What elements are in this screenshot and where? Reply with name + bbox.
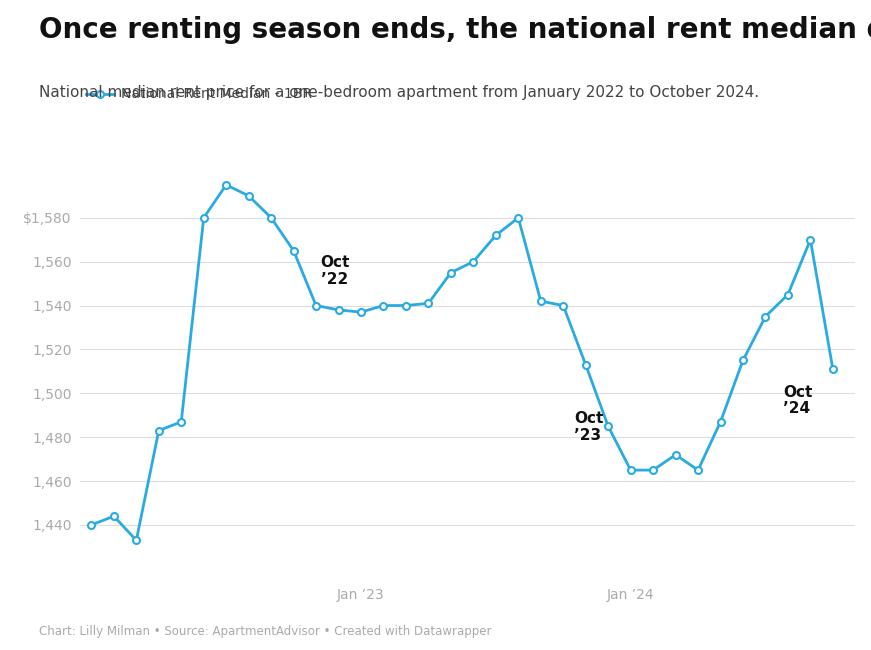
- Text: Oct
’23: Oct ’23: [575, 411, 604, 443]
- Text: Chart: Lilly Milman • Source: ApartmentAdvisor • Created with Datawrapper: Chart: Lilly Milman • Source: ApartmentA…: [39, 625, 492, 638]
- Text: National median rent price for a one-bedroom apartment from January 2022 to Octo: National median rent price for a one-bed…: [39, 84, 760, 99]
- Text: Oct
’24: Oct ’24: [783, 385, 813, 416]
- Legend: National Rent Median - 1BR: National Rent Median - 1BR: [86, 88, 312, 101]
- Text: Oct
’22: Oct ’22: [321, 255, 350, 287]
- Text: Once renting season ends, the national rent median drops.: Once renting season ends, the national r…: [39, 16, 871, 44]
